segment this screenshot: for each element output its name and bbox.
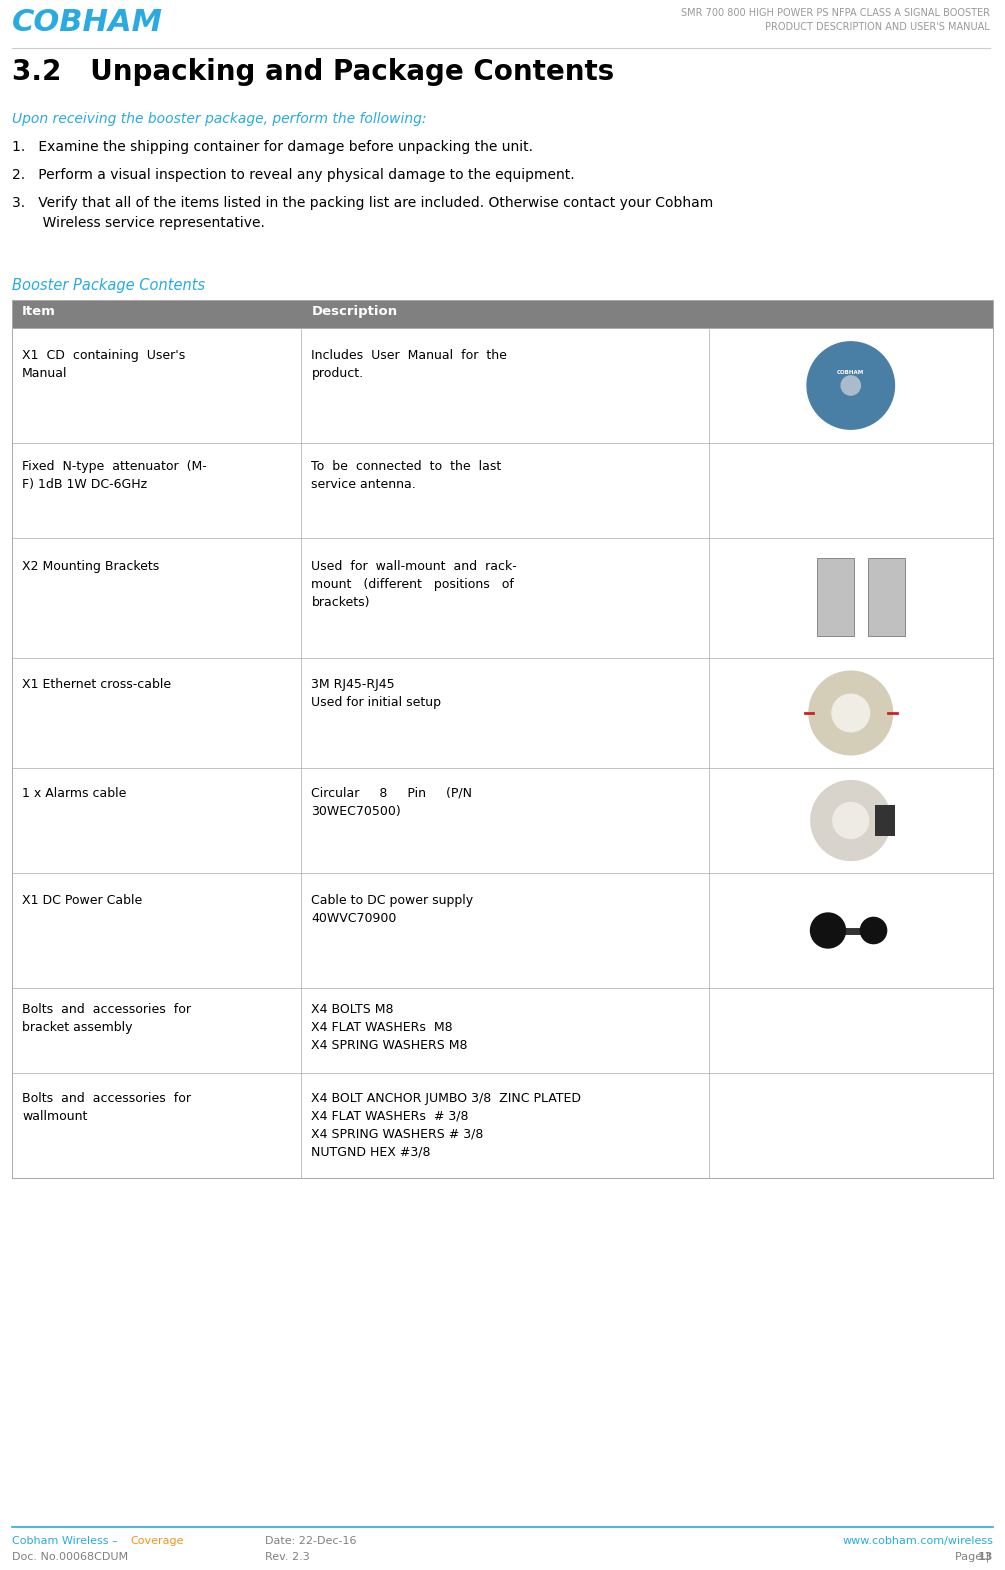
Bar <box>12 873 993 988</box>
Text: Booster Package Contents: Booster Package Contents <box>12 278 205 294</box>
Bar <box>12 300 993 328</box>
Bar <box>12 988 993 1072</box>
Text: 3.   Verify that all of the items listed in the packing list are included. Other: 3. Verify that all of the items listed i… <box>12 196 714 229</box>
Text: Rev. 2.3: Rev. 2.3 <box>265 1553 310 1562</box>
Text: PRODUCT DESCRIPTION AND USER'S MANUAL: PRODUCT DESCRIPTION AND USER'S MANUAL <box>765 22 990 31</box>
Text: COBHAM: COBHAM <box>12 8 163 38</box>
Text: www.cobham.com/wireless: www.cobham.com/wireless <box>842 1535 993 1546</box>
Text: Item: Item <box>22 305 56 319</box>
Text: Includes  User  Manual  for  the
product.: Includes User Manual for the product. <box>312 349 508 380</box>
Circle shape <box>860 917 886 944</box>
Bar <box>12 328 993 1178</box>
Circle shape <box>833 802 868 838</box>
Text: Fixed  N-type  attenuator  (M-
F) 1dB 1W DC-6GHz: Fixed N-type attenuator (M- F) 1dB 1W DC… <box>22 460 207 491</box>
Text: Upon receiving the booster package, perform the following:: Upon receiving the booster package, perf… <box>12 111 426 126</box>
Text: Circular     8     Pin     (P/N
30WEC70500): Circular 8 Pin (P/N 30WEC70500) <box>312 787 472 818</box>
Circle shape <box>807 342 894 429</box>
Bar <box>12 768 993 873</box>
Text: Cable to DC power supply
40WVC70900: Cable to DC power supply 40WVC70900 <box>312 893 473 925</box>
Bar <box>12 539 993 658</box>
Text: 3.2   Unpacking and Package Contents: 3.2 Unpacking and Package Contents <box>12 58 614 86</box>
Text: Bolts  and  accessories  for
bracket assembly: Bolts and accessories for bracket assemb… <box>22 1003 191 1035</box>
Circle shape <box>809 672 892 755</box>
Text: Page |: Page | <box>955 1553 993 1562</box>
Text: Doc. No.00068CDUM: Doc. No.00068CDUM <box>12 1553 128 1562</box>
Text: X4 BOLT ANCHOR JUMBO 3/8  ZINC PLATED
X4 FLAT WASHERs  # 3/8
X4 SPRING WASHERS #: X4 BOLT ANCHOR JUMBO 3/8 ZINC PLATED X4 … <box>312 1091 582 1159</box>
Text: Bolts  and  accessories  for
wallmount: Bolts and accessories for wallmount <box>22 1091 191 1123</box>
Text: 3M RJ45-RJ45
Used for initial setup: 3M RJ45-RJ45 Used for initial setup <box>312 678 441 708</box>
Circle shape <box>811 780 890 860</box>
Text: 13: 13 <box>978 1553 993 1562</box>
Text: Coverage: Coverage <box>130 1535 184 1546</box>
Text: Description: Description <box>312 305 398 319</box>
Bar <box>874 805 894 837</box>
Text: Date: 22-Dec-16: Date: 22-Dec-16 <box>265 1535 357 1546</box>
Text: 1 x Alarms cable: 1 x Alarms cable <box>22 787 127 799</box>
Bar <box>12 443 993 539</box>
Text: 1.   Examine the shipping container for damage before unpacking the unit.: 1. Examine the shipping container for da… <box>12 140 533 154</box>
Bar <box>868 559 904 636</box>
Text: X1  CD  containing  User's
Manual: X1 CD containing User's Manual <box>22 349 185 380</box>
Bar <box>12 328 993 443</box>
Text: 2.   Perform a visual inspection to reveal any physical damage to the equipment.: 2. Perform a visual inspection to reveal… <box>12 168 575 182</box>
Text: Used  for  wall-mount  and  rack-
mount   (different   positions   of
brackets): Used for wall-mount and rack- mount (dif… <box>312 559 518 609</box>
Bar <box>12 658 993 768</box>
Circle shape <box>841 375 860 396</box>
Text: COBHAM: COBHAM <box>837 371 864 375</box>
Text: SMR 700 800 HIGH POWER PS NFPA CLASS A SIGNAL BOOSTER: SMR 700 800 HIGH POWER PS NFPA CLASS A S… <box>681 8 990 17</box>
Text: X2 Mounting Brackets: X2 Mounting Brackets <box>22 559 159 573</box>
Text: X4 BOLTS M8
X4 FLAT WASHERs  M8
X4 SPRING WASHERS M8: X4 BOLTS M8 X4 FLAT WASHERs M8 X4 SPRING… <box>312 1003 468 1052</box>
Bar <box>12 1072 993 1178</box>
Text: To  be  connected  to  the  last
service antenna.: To be connected to the last service ante… <box>312 460 501 491</box>
Bar <box>12 300 993 328</box>
Circle shape <box>832 694 869 732</box>
Bar <box>817 559 853 636</box>
Text: X1 Ethernet cross-cable: X1 Ethernet cross-cable <box>22 678 171 691</box>
Text: Cobham Wireless –: Cobham Wireless – <box>12 1535 122 1546</box>
Circle shape <box>810 914 845 948</box>
Text: X1 DC Power Cable: X1 DC Power Cable <box>22 893 143 907</box>
